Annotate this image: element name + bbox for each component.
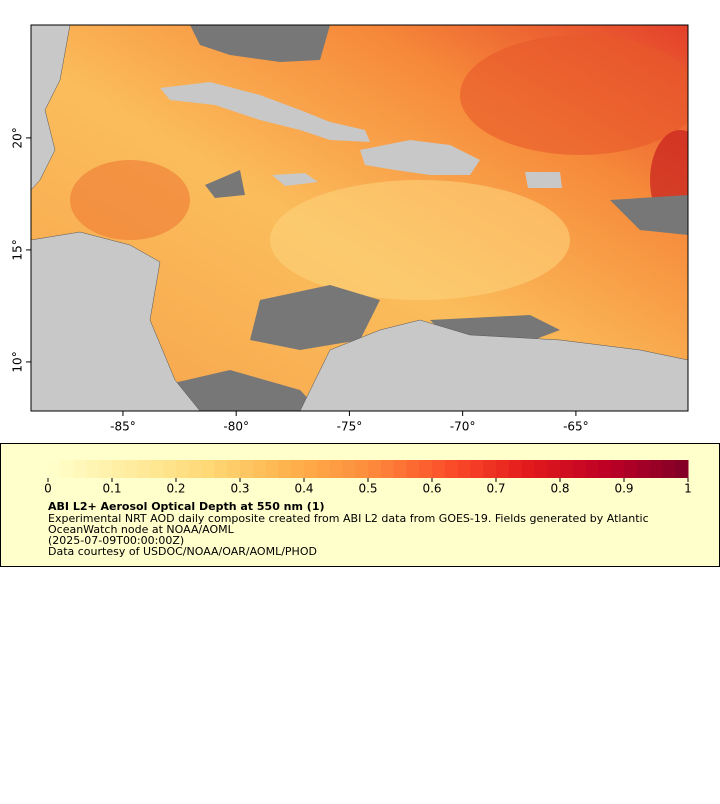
colorbar-step [188,460,203,478]
colorbar-step [265,460,279,478]
colorbar-step [496,460,510,478]
colorbar-step [355,460,369,478]
colorbar-step [662,460,676,478]
colorbar-tick-label: 0.3 [230,482,249,496]
colorbar-step [419,460,433,478]
colorbar-tick-label: 0.8 [550,482,569,496]
colorbar-step [572,460,587,478]
colorbar-tick-label: 0.4 [294,482,313,496]
colorbar-step [227,460,241,478]
x-tick-label: -80° [223,420,249,434]
map-image [31,25,688,411]
x-tick-label: -85° [110,420,136,434]
y-tick-label: 15° [11,239,25,260]
description: OceanWatch node at NOAA/AOML [48,523,235,536]
colorbar-tick-label: 0.7 [486,482,505,496]
colorbar-step [636,460,651,478]
colorbar-step [470,460,484,478]
colorbar-step [329,460,343,478]
colorbar-step [137,460,151,478]
colorbar-tick-label: 0.5 [358,482,377,496]
colorbar-step [240,460,254,478]
colorbar-step [278,460,292,478]
colorbar-tick-label: 1 [684,482,692,496]
description: Experimental NRT AOD daily composite cre… [48,512,649,525]
colorbar-step [214,460,228,478]
colorbar-tick-label: 0.6 [422,482,441,496]
colorbar-step [624,460,638,478]
colorbar-step [252,460,267,478]
colorbar-step [112,460,126,478]
colorbar-step [60,460,75,478]
x-tick-label: -70° [450,420,476,434]
colorbar-step [380,460,395,478]
colorbar-step [150,460,164,478]
colorbar-step [86,460,100,478]
colorbar-step [508,460,523,478]
colorbar-step [406,460,420,478]
colorbar-step [675,460,689,478]
colorbar-step [444,460,459,478]
colorbar-step [432,460,446,478]
colorbar-step [124,460,139,478]
colorbar-step [393,460,407,478]
colorbar-step [457,460,471,478]
colorbar-step [598,460,612,478]
colorbar-step [342,460,356,478]
x-tick-label: -75° [337,420,363,434]
colorbar-step [201,460,215,478]
map-frame [30,24,689,412]
colorbar-step [560,460,574,478]
colorbar-step [99,460,113,478]
colorbar-tick-label: 0.2 [166,482,185,496]
colorbar-step [163,460,177,478]
x-tick-label: -65° [563,420,589,434]
colorbar-step [585,460,599,478]
colorbar-tick-label: 0 [44,482,52,496]
colorbar-step [304,460,318,478]
colorbar-step [291,460,305,478]
colorbar-step [48,460,62,478]
y-tick-label: 20° [11,127,25,148]
colorbar-step [176,460,190,478]
description: (2025-07-09T00:00:00Z) [48,534,184,547]
colorbar-step [483,460,497,478]
y-tick-label: 10° [11,351,25,372]
legend-title: ABI L2+ Aerosol Optical Depth at 550 nm … [48,500,325,513]
colorbar-step [611,460,625,478]
colorbar-step [316,460,331,478]
colorbar-step [73,460,87,478]
colorbar-tick-label: 0.9 [614,482,633,496]
colorbar-step [521,460,535,478]
description: Data courtesy of USDOC/NOAA/OAR/AOML/PHO… [48,545,317,558]
colorbar-step [368,460,382,478]
colorbar-step [534,460,548,478]
colorbar-step [547,460,561,478]
colorbar-tick-label: 0.1 [102,482,121,496]
colorbar-step [649,460,663,478]
